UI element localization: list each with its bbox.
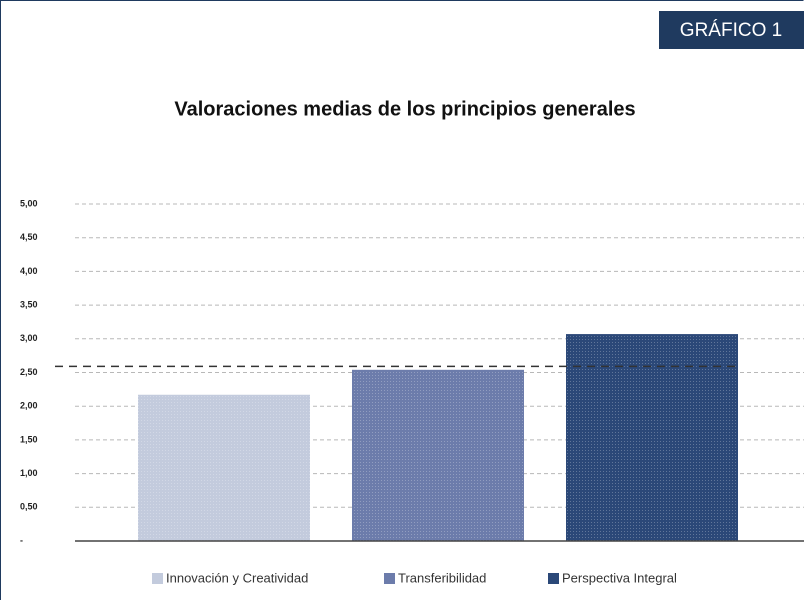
bar-texture — [352, 369, 524, 541]
y-tick-label: 1,50 — [20, 434, 38, 444]
y-tick-label: - — [20, 535, 23, 545]
legend-label: Perspectiva Integral — [562, 570, 677, 585]
y-tick-label: 3,00 — [20, 333, 38, 343]
y-tick-label: 4,50 — [20, 232, 38, 242]
badge-bg — [659, 11, 804, 49]
y-tick-label: 1,00 — [20, 468, 38, 478]
y-tick-label: 2,00 — [20, 401, 38, 411]
legend-swatch — [548, 573, 559, 584]
legend-label: Innovación y Creatividad — [166, 570, 308, 585]
bar-texture — [138, 394, 310, 541]
y-tick-label: 2,50 — [20, 367, 38, 377]
y-tick-label: 3,50 — [20, 299, 38, 309]
legend-swatch — [152, 573, 163, 584]
legend-label: Transferibilidad — [398, 570, 486, 585]
bar-texture — [566, 334, 738, 541]
y-tick-label: 5,00 — [20, 198, 38, 208]
badge: GRÁFICO 1 — [680, 20, 782, 41]
chart-title: Valoraciones medias de los principios ge… — [174, 98, 635, 120]
y-tick-label: 0,50 — [20, 502, 38, 512]
y-tick-label: 4,00 — [20, 266, 38, 276]
legend-swatch — [384, 573, 395, 584]
